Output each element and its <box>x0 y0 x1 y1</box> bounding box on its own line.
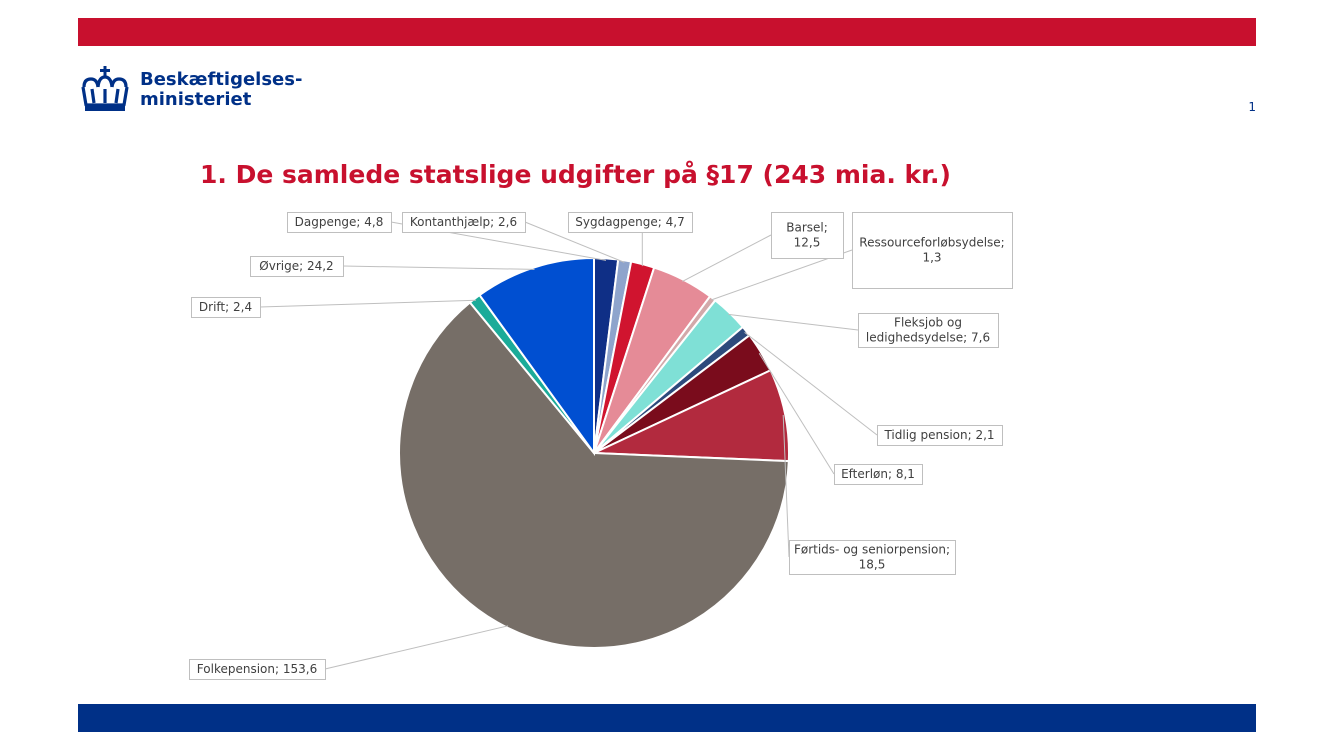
data-label-box <box>852 212 1013 289</box>
data-label-text: Dagpenge; 4,8 <box>295 215 384 229</box>
leader-line-drift <box>259 299 476 308</box>
leader-line-kontanthjælp <box>524 221 625 263</box>
ministry-name-line-2: ministeriet <box>140 89 252 110</box>
data-label-barsel: Barsel;12,5 <box>771 212 844 259</box>
data-label-efterløn: Efterløn; 8,1 <box>834 464 923 485</box>
data-label-text: Barsel; <box>786 221 828 235</box>
data-labels: Dagpenge; 4,8 Kontanthjælp; 2,6 Sygdagpeng… <box>189 212 1013 680</box>
data-label-box <box>568 212 693 233</box>
data-label-text: Kontanthjælp; 2,6 <box>410 215 517 229</box>
slide-title: 1. De samlede statslige udgifter på §17 … <box>200 160 951 189</box>
leader-line-efterløn <box>758 353 835 475</box>
data-label-box <box>789 540 956 575</box>
ministry-name-line-1: Beskæftigelses- <box>140 69 303 90</box>
data-label-text: Tidlig pension; 2,1 <box>883 428 994 442</box>
ministry-name: Beskæftigelses- ministeriet <box>140 70 302 110</box>
data-label-box <box>189 659 326 680</box>
leader-line-øvrige <box>342 265 535 270</box>
data-label-text: 12,5 <box>794 236 821 250</box>
data-label-text: Efterløn; 8,1 <box>841 467 915 481</box>
data-label-ressourceforløbsydelse: Ressourceforløbsydelse;1,3 <box>852 212 1013 289</box>
leader-line-førtids-og-seniorpension <box>782 414 790 558</box>
pie-slices <box>398 256 790 649</box>
data-label-kontanthjælp: Kontanthjælp; 2,6 <box>402 212 526 233</box>
data-label-text: Ressourceforløbsydelse; <box>859 236 1004 250</box>
data-label-dagpenge: Dagpenge; 4,8 <box>287 212 392 233</box>
data-label-box <box>402 212 526 233</box>
pie-slice-øvrige <box>478 256 595 457</box>
data-label-text: Øvrige; 24,2 <box>259 259 333 273</box>
page-number: 1 <box>1248 100 1256 114</box>
data-label-box <box>877 425 1003 446</box>
data-label-box <box>287 212 392 233</box>
data-label-text: 1,3 <box>922 251 941 265</box>
data-label-box <box>191 297 261 318</box>
data-label-box <box>771 212 844 259</box>
data-label-folkepension: Folkepension; 153,6 <box>189 659 326 680</box>
data-label-text: Drift; 2,4 <box>199 300 252 314</box>
leader-line-tidlig-pension <box>744 332 878 436</box>
data-label-drift: Drift; 2,4 <box>191 297 261 318</box>
leader-line-fleksjob-og-ledighedsydelse <box>728 313 859 331</box>
data-label-text: Folkepension; 153,6 <box>197 662 317 676</box>
leader-line-folkepension <box>324 625 509 670</box>
data-label-box <box>858 313 999 348</box>
bottom-accent-bar <box>78 704 1256 732</box>
data-label-sygdagpenge: Sygdagpenge; 4,7 <box>568 212 693 233</box>
data-label-førtids-og-seniorpension: Førtids- og seniorpension;18,5 <box>789 540 956 575</box>
crown-icon <box>81 66 129 111</box>
top-accent-bar <box>78 18 1256 46</box>
data-label-øvrige: Øvrige; 24,2 <box>250 256 344 277</box>
data-label-text: Sygdagpenge; 4,7 <box>575 215 684 229</box>
leader-line-barsel <box>682 234 772 282</box>
data-label-box <box>834 464 923 485</box>
data-label-box <box>250 256 344 277</box>
pie-slice-folkepension <box>398 301 790 649</box>
data-label-text: Førtids- og seniorpension; <box>794 543 950 557</box>
leader-lines <box>259 221 878 670</box>
data-label-text: 18,5 <box>859 558 886 572</box>
data-label-tidlig-pension: Tidlig pension; 2,1 <box>877 425 1003 446</box>
ministry-logo: Beskæftigelses- ministeriet <box>78 64 302 116</box>
data-label-text: ledighedsydelse; 7,6 <box>866 331 990 345</box>
data-label-text: Fleksjob og <box>894 316 962 330</box>
